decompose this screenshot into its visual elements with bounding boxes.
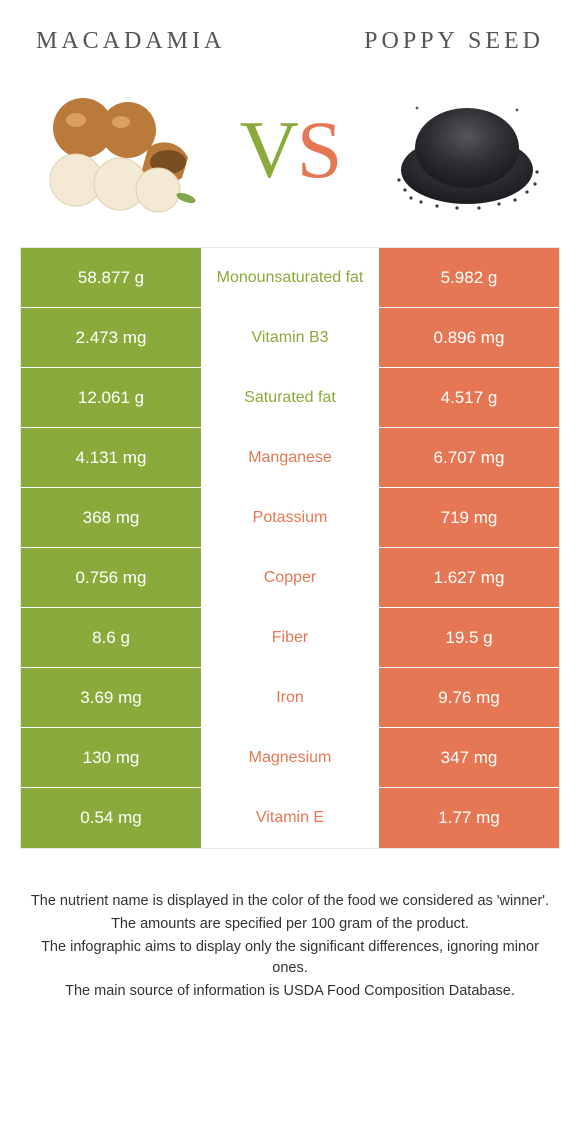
right-value: 719 mg	[379, 488, 559, 547]
right-value: 347 mg	[379, 728, 559, 787]
table-row: 368 mgPotassium719 mg	[21, 488, 559, 548]
header: MACADAMIA POPPY SEED	[0, 0, 580, 65]
nutrient-label: Magnesium	[201, 728, 379, 787]
vs-v: V	[240, 103, 297, 197]
right-food-title: POPPY SEED	[364, 28, 544, 55]
footnote-line: The nutrient name is displayed in the co…	[30, 891, 550, 912]
footnote-line: The main source of information is USDA F…	[30, 981, 550, 1002]
comparison-table: 58.877 gMonounsaturated fat5.982 g2.473 …	[20, 247, 560, 849]
left-value: 368 mg	[21, 488, 201, 547]
left-value: 3.69 mg	[21, 668, 201, 727]
nutrient-label: Saturated fat	[201, 368, 379, 427]
left-value: 130 mg	[21, 728, 201, 787]
macadamia-image	[28, 75, 198, 225]
right-value: 1.627 mg	[379, 548, 559, 607]
table-row: 58.877 gMonounsaturated fat5.982 g	[21, 248, 559, 308]
left-value: 58.877 g	[21, 248, 201, 307]
left-value: 4.131 mg	[21, 428, 201, 487]
nutrient-label: Potassium	[201, 488, 379, 547]
left-value: 0.54 mg	[21, 788, 201, 848]
left-value: 8.6 g	[21, 608, 201, 667]
left-value: 12.061 g	[21, 368, 201, 427]
table-row: 2.473 mgVitamin B30.896 mg	[21, 308, 559, 368]
table-row: 0.54 mgVitamin E1.77 mg	[21, 788, 559, 848]
nutrient-label: Iron	[201, 668, 379, 727]
footnotes: The nutrient name is displayed in the co…	[0, 849, 580, 1002]
left-value: 0.756 mg	[21, 548, 201, 607]
nutrient-label: Vitamin E	[201, 788, 379, 848]
right-value: 0.896 mg	[379, 308, 559, 367]
nutrient-label: Copper	[201, 548, 379, 607]
left-food-title: MACADAMIA	[36, 28, 225, 55]
vs-s: S	[297, 103, 341, 197]
table-row: 3.69 mgIron9.76 mg	[21, 668, 559, 728]
right-value: 19.5 g	[379, 608, 559, 667]
images-row: VS	[0, 65, 580, 247]
nutrient-label: Monounsaturated fat	[201, 248, 379, 307]
right-value: 6.707 mg	[379, 428, 559, 487]
footnote-line: The infographic aims to display only the…	[30, 937, 550, 979]
nutrient-label: Vitamin B3	[201, 308, 379, 367]
table-row: 8.6 gFiber19.5 g	[21, 608, 559, 668]
footnote-line: The amounts are specified per 100 gram o…	[30, 914, 550, 935]
table-row: 12.061 gSaturated fat4.517 g	[21, 368, 559, 428]
table-row: 130 mgMagnesium347 mg	[21, 728, 559, 788]
poppy-seed-image	[382, 75, 552, 225]
nutrient-label: Fiber	[201, 608, 379, 667]
vs-label: VS	[240, 103, 341, 197]
left-value: 2.473 mg	[21, 308, 201, 367]
table-row: 0.756 mgCopper1.627 mg	[21, 548, 559, 608]
right-value: 5.982 g	[379, 248, 559, 307]
nutrient-label: Manganese	[201, 428, 379, 487]
right-value: 9.76 mg	[379, 668, 559, 727]
right-value: 4.517 g	[379, 368, 559, 427]
right-value: 1.77 mg	[379, 788, 559, 848]
table-row: 4.131 mgManganese6.707 mg	[21, 428, 559, 488]
